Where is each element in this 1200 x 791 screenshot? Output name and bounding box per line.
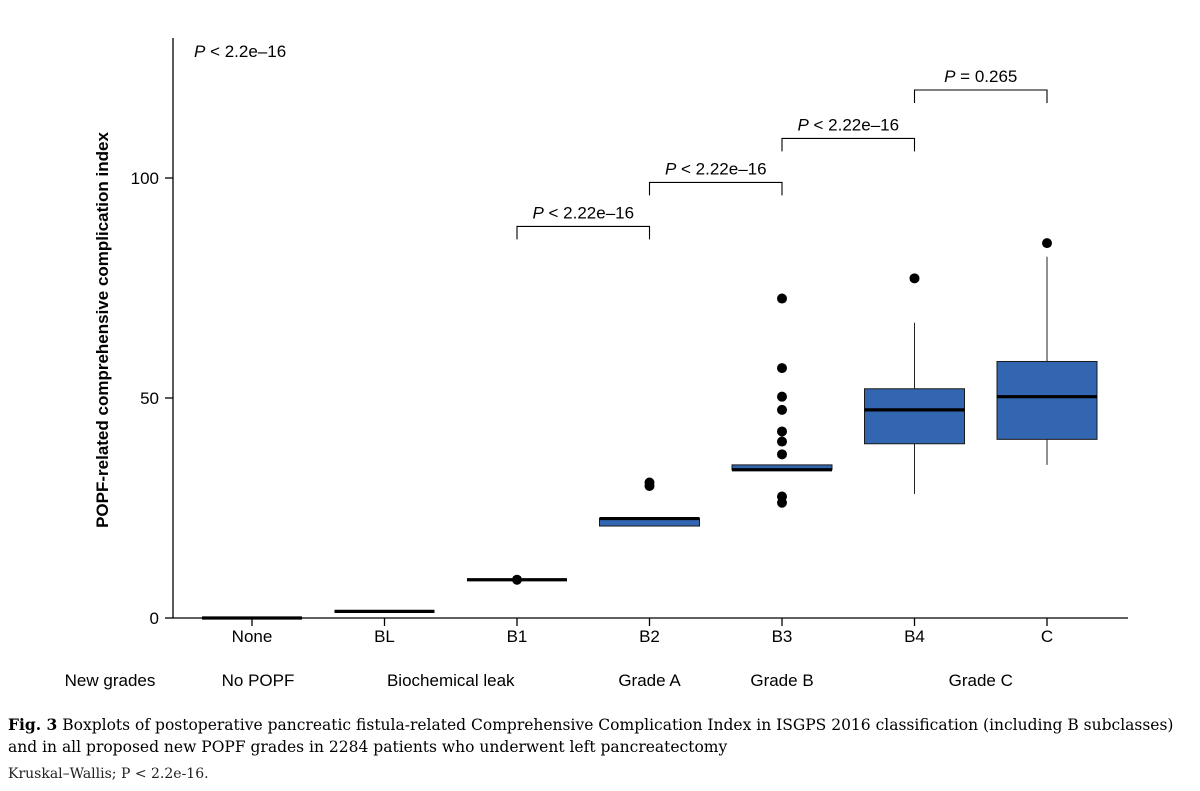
outlier-point-b3	[777, 404, 787, 415]
x-tick-label-bl: BL	[374, 627, 395, 646]
new-grade-grade-a: Grade A	[618, 671, 681, 690]
outlier-point-b1	[512, 574, 522, 585]
x-tick-label-b2: B2	[639, 627, 660, 646]
comparison-bracket	[516, 225, 651, 240]
comparison-p-label: P < 2.22e–16	[532, 203, 634, 222]
x-tick-label-b3: B3	[772, 627, 793, 646]
y-tick-label: 50	[140, 389, 159, 408]
comparison-p-label: P = 0.265	[944, 67, 1017, 86]
boxplot-chart: 0 50 100 POPF-related comprehensive complic…	[65, 38, 1128, 690]
new-grade-biochemical-leak: Biochemical leak	[387, 671, 515, 690]
outlier-point-b2	[644, 477, 655, 488]
new-grades-label: New grades	[65, 671, 156, 690]
box-c	[996, 360, 1098, 440]
box-b4	[864, 388, 965, 445]
outlier-point-b3	[777, 436, 787, 447]
x-tick-label-none: None	[232, 627, 273, 646]
comparison-p-label: P < 2.22e–16	[665, 159, 767, 178]
comparison-bracket	[913, 89, 1048, 103]
outlier-point-b3	[777, 363, 787, 374]
x-tick-label-c: C	[1041, 627, 1053, 646]
y-axis-label: POPF-related comprehensive complication …	[93, 132, 112, 528]
new-grade-no-popf: No POPF	[222, 671, 295, 690]
comparison-bracket	[781, 137, 916, 152]
outlier-point-b4	[909, 273, 920, 284]
outlier-point-b3	[777, 293, 787, 304]
footnote: Kruskal–Wallis; P < 2.2e-16.	[8, 766, 209, 782]
outlier-point-b3	[777, 391, 787, 402]
x-tick-label-b1: B1	[507, 627, 528, 646]
figure-caption: Fig. 3 Boxplots of postoperative pancrea…	[8, 714, 1193, 758]
overall-p-annotation: P < 2.2e–16	[194, 42, 286, 61]
outlier-point-b3	[777, 426, 787, 437]
outlier-point-c	[1042, 238, 1052, 249]
comparison-p-label: P < 2.22e–16	[797, 115, 899, 134]
caption-text: Boxplots of postoperative pancreatic fis…	[8, 716, 1174, 756]
x-tick-label-b4: B4	[904, 627, 925, 646]
comparison-bracket	[648, 181, 783, 196]
outlier-point-b3	[777, 449, 787, 460]
outlier-point-b3	[777, 491, 787, 502]
new-grade-grade-c: Grade C	[949, 671, 1013, 690]
y-tick-label: 0	[150, 609, 159, 628]
caption-label: Fig. 3	[8, 715, 58, 734]
y-tick-label: 100	[131, 169, 159, 188]
new-grade-grade-b: Grade B	[750, 671, 813, 690]
